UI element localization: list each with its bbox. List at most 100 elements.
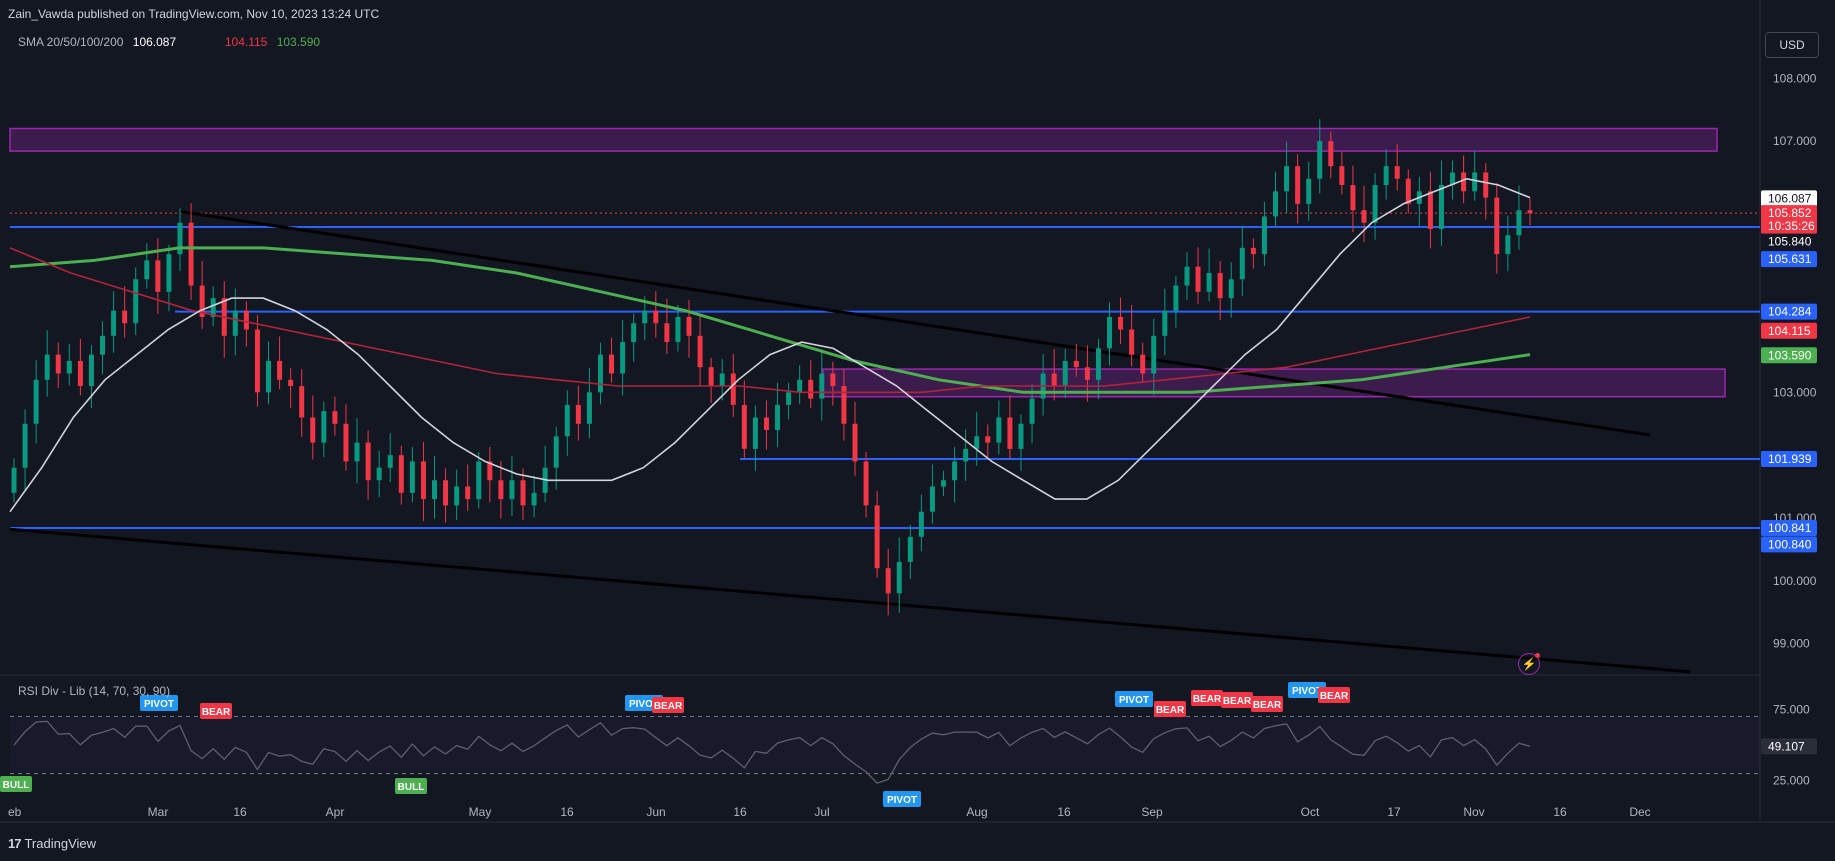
price-label-text: 105.631 xyxy=(1768,252,1812,266)
candle-body xyxy=(974,436,980,449)
candle-body xyxy=(1461,172,1467,192)
candle-body xyxy=(952,461,958,481)
candle-body xyxy=(564,404,570,437)
price-tick-label: 99.000 xyxy=(1773,637,1810,651)
candle-body xyxy=(1372,185,1378,223)
candle-body xyxy=(398,455,404,493)
signal-text: BULL xyxy=(398,782,425,793)
candle-body xyxy=(1261,216,1267,255)
candle-body xyxy=(22,423,28,468)
time-tick-label: Mar xyxy=(148,805,169,819)
time-tick-label: 16 xyxy=(733,805,747,819)
candle-body xyxy=(1494,197,1500,255)
candle-body xyxy=(431,480,437,500)
candle-body xyxy=(1195,266,1201,292)
lower-trendline xyxy=(9,527,1691,674)
rsi-signal-bear: BEAR xyxy=(1318,687,1350,703)
price-label-text: 100.840 xyxy=(1768,537,1812,551)
time-tick-label: Dec xyxy=(1629,805,1650,819)
signal-bg xyxy=(140,695,178,711)
price-label-bg xyxy=(1761,303,1817,320)
price-label-text: 10:35:26 xyxy=(1768,219,1815,233)
candle-body xyxy=(907,536,913,562)
rsi-tick-label: 25.000 xyxy=(1773,774,1810,788)
sma100-line xyxy=(9,247,1531,394)
candle-body xyxy=(664,323,670,343)
price-label-bg xyxy=(1761,190,1817,207)
candle-body xyxy=(819,373,825,399)
resistance-zone xyxy=(9,127,1718,152)
candle-body xyxy=(122,310,128,324)
time-tick-label: 17 xyxy=(1387,805,1401,819)
rsi-line xyxy=(13,720,1531,784)
candle-body xyxy=(100,335,106,355)
candle-body xyxy=(1361,210,1367,223)
time-tick-label: eb xyxy=(8,805,22,819)
time-tick-label: Sep xyxy=(1141,805,1163,819)
candle-body xyxy=(1118,316,1124,330)
signal-bg xyxy=(652,697,684,713)
time-tick-label: Aug xyxy=(966,805,987,819)
candle-body xyxy=(586,392,592,424)
candle-body xyxy=(243,310,249,330)
candle-body xyxy=(111,310,117,336)
time-tick-label: Oct xyxy=(1301,805,1320,819)
candle-body xyxy=(1107,316,1113,349)
candle-body xyxy=(708,367,714,387)
candle-body xyxy=(808,379,814,399)
price-label-tag: 106.087 xyxy=(1761,190,1817,207)
rsi-value-text: 49.107 xyxy=(1768,739,1805,753)
candle-body xyxy=(487,461,493,481)
candle-body xyxy=(199,285,205,317)
candle-body xyxy=(33,379,39,424)
candle-body xyxy=(266,360,272,393)
signal-bg xyxy=(1154,701,1186,717)
price-tick-label: 103.000 xyxy=(1773,385,1817,399)
candle-body xyxy=(409,461,415,493)
candle-body xyxy=(509,480,515,500)
price-label-text: 105.852 xyxy=(1768,206,1812,220)
candle-body xyxy=(996,417,1002,443)
candle-body xyxy=(1527,210,1533,214)
candle-body xyxy=(88,354,94,387)
footer-brand[interactable]: 17 TradingView xyxy=(8,836,96,851)
currency-button[interactable]: USD xyxy=(1765,32,1819,58)
candle-body xyxy=(443,480,449,506)
sma200-value: 103.590 xyxy=(276,35,321,49)
alert-dot xyxy=(1535,653,1540,658)
signal-bg xyxy=(200,703,232,719)
candle-body xyxy=(254,329,260,393)
sma20-value: 106.087 xyxy=(132,35,177,49)
candle-body xyxy=(642,310,648,324)
candle-body xyxy=(44,354,50,380)
price-tick-label: 107.000 xyxy=(1773,134,1817,148)
candle-body xyxy=(288,379,294,387)
candle-body xyxy=(686,316,692,336)
price-label-text: 104.115 xyxy=(1768,324,1811,338)
rsi-tick-label: 75.000 xyxy=(1773,702,1810,716)
candle-body xyxy=(1317,141,1323,179)
candle-body xyxy=(1095,348,1101,380)
price-label-bg xyxy=(1761,450,1817,467)
candle-body xyxy=(1228,279,1234,299)
rsi-legend[interactable]: RSI Div - Lib (14, 70, 30, 90) xyxy=(18,684,171,698)
candle-body xyxy=(321,411,327,443)
rsi-signal-bull: BULL xyxy=(395,778,427,794)
price-label-tag: 100.840 xyxy=(1761,536,1817,553)
signal-bg xyxy=(1318,687,1350,703)
price-label-text: 101.939 xyxy=(1768,452,1812,466)
rsi-signal-pivot: PIVOT xyxy=(1288,682,1326,698)
signal-bg xyxy=(0,776,32,792)
candle-body xyxy=(1427,191,1433,230)
price-label-bg xyxy=(1761,519,1817,536)
candle-body xyxy=(797,379,803,393)
candle-body xyxy=(653,310,659,324)
candle-body xyxy=(144,260,150,280)
candle-body xyxy=(631,323,637,343)
candle-body xyxy=(963,448,969,462)
signal-text: PIVOT xyxy=(887,795,917,806)
sma-legend[interactable]: SMA 20/50/100/200 106.087 104.115 103.59… xyxy=(18,35,326,49)
lightning-icon[interactable]: ⚡ xyxy=(1518,653,1540,675)
